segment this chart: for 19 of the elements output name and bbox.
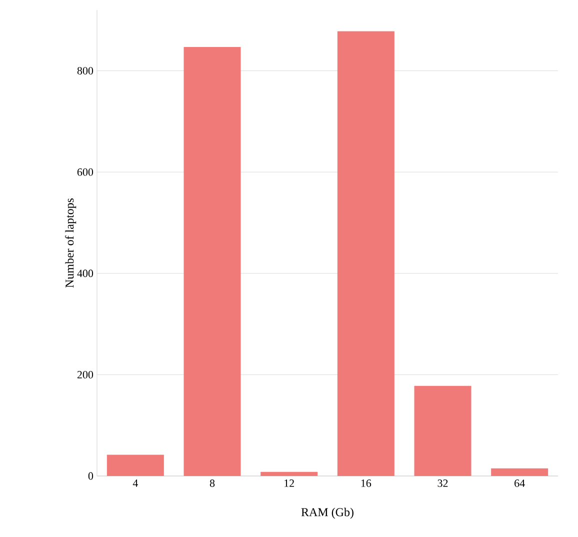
y-tick-label: 0 [88,472,94,480]
bar [184,46,241,476]
y-tick-label: 800 [77,67,94,74]
y-tick-label: 200 [77,370,94,378]
x-tick-label: 32 [438,480,448,487]
x-tick-label: 12 [284,480,294,487]
x-tick-label: 8 [210,480,215,487]
bar [260,472,318,476]
bar [491,468,548,476]
x-axis-title: RAM (Gb) [301,508,354,519]
y-tick-label: 400 [77,270,94,278]
bar [337,31,394,476]
bar [414,386,472,476]
y-tick-label: 600 [77,168,94,176]
y-axis-title: Number of laptops [65,198,76,288]
x-tick-label: 64 [514,480,525,487]
x-tick-label: 16 [361,480,372,487]
bar [106,454,164,476]
x-tick-label: 4 [132,480,138,487]
